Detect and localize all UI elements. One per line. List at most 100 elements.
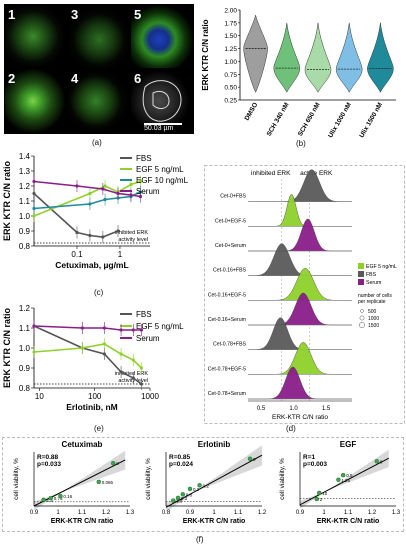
panel-label-e: (e): [94, 424, 104, 433]
violin: [243, 14, 268, 93]
tile-number: 4: [71, 71, 79, 86]
chart-d: inhibited ERK active ERK Cet-0+FBS Cet-0+EG…: [204, 165, 405, 424]
y-tick-label: 0.8: [19, 384, 31, 393]
point-label: 0: [253, 457, 256, 462]
data-point: [340, 472, 346, 478]
data-point: [41, 497, 46, 502]
scale-label: 50.03 µm: [144, 125, 174, 132]
tile-number: 5: [134, 7, 142, 22]
violin: [304, 22, 332, 93]
x-tick-label: 0.5: [257, 406, 266, 412]
data-point: [129, 182, 133, 187]
data-point: [75, 184, 79, 188]
y-tick-label: 1.50: [224, 33, 237, 40]
legend-label: Serum: [136, 334, 160, 343]
data-point: [119, 352, 123, 356]
threshold-label: inhibited ERK: [115, 230, 149, 236]
size-legend-circle: [359, 322, 365, 328]
x-axis-label: ERK-KTR C/N ratio: [183, 518, 246, 525]
data-point: [139, 382, 144, 386]
micro-tile-6: 6: [131, 69, 193, 133]
x-tick-label: 0.9: [186, 510, 195, 516]
data-point: [131, 328, 135, 332]
data-point: [247, 456, 253, 461]
data-point: [32, 324, 36, 328]
data-point: [48, 495, 53, 501]
data-point: [116, 191, 120, 196]
y-tick-label: 1.0: [19, 344, 31, 353]
tile-number: 3: [71, 7, 79, 22]
data-point: [88, 191, 92, 196]
y-tick-label: 1.75: [224, 20, 237, 27]
x-axis-label: ERK-KTR C/N ratio: [272, 414, 328, 421]
x-tick-label: 1000: [141, 392, 159, 401]
panel-d-frame: [204, 165, 405, 424]
data-point: [32, 206, 36, 211]
point-label: 10: [322, 491, 328, 496]
series-line: [33, 180, 141, 217]
y-tick-label: 1.4: [19, 152, 31, 161]
chart-e: 0.8 0.9 1.0 1.1 1.2 10 100 1000 Erlotinib, nM ERK…: [2, 304, 184, 412]
data-point: [180, 492, 185, 497]
y-tick-label: 1.0: [19, 212, 31, 221]
chart-f3: EGF 0.9 1 1.1 1.2 1.3 ERK-KTR C/N ratio cell vi…: [279, 440, 401, 525]
data-point: [88, 202, 92, 206]
stat-r: R=0.85: [169, 454, 191, 461]
data-point: [80, 326, 85, 330]
x-tick-label: 1.1: [78, 510, 87, 516]
micro-tile-2: 2: [5, 69, 67, 133]
x-tick-label: 1.2: [368, 510, 377, 516]
data-point: [197, 483, 202, 488]
data-point: [75, 230, 79, 235]
y-tick-label: 1.2: [19, 304, 31, 313]
data-point: [374, 459, 380, 464]
data-point: [32, 214, 36, 218]
y-tick-label: 1.25: [224, 46, 237, 53]
x-tick-label: SCH 340 nM: [266, 102, 291, 138]
size-legend-circle: [360, 309, 364, 313]
legend-swatch: [358, 279, 364, 285]
stat-p: p=0.003: [303, 461, 327, 468]
confidence-band: [34, 450, 126, 511]
y-tick-label: 1.1: [19, 324, 31, 333]
data-point: [317, 490, 322, 496]
x-tick-label: 1.0: [289, 406, 298, 412]
data-point: [101, 235, 105, 239]
y-axis-label: cell viability, %: [13, 458, 20, 500]
legend-label: EGF 5 ng/mL: [136, 322, 184, 331]
density-ridge: [248, 292, 352, 326]
data-point: [336, 477, 341, 482]
stat-p: p=0.024: [169, 461, 193, 468]
data-point: [88, 233, 92, 238]
panel-label-c: (c): [94, 288, 104, 297]
x-tick-label: Ulix 1500 nM: [358, 102, 384, 140]
point-label: 0: [380, 459, 383, 464]
row-label: Cet-0.16+FBS: [213, 268, 247, 274]
point-label: 0.5: [346, 473, 353, 478]
chart-f2: Erlotinib 0.8 0.9 1 1.1 1.2 ERK-KTR C/N ratio c…: [145, 440, 267, 525]
data-point: [119, 328, 123, 332]
panel-label-d: (d): [286, 424, 296, 433]
y-tick-label: 1.1: [19, 197, 31, 206]
data-point: [102, 342, 107, 346]
threshold-label: activity level: [118, 237, 148, 243]
row-label: Cet-0+Serum: [215, 243, 246, 249]
x-tick-label: 1.1: [234, 510, 243, 516]
violin: [367, 22, 394, 93]
point-label: 0.78: [54, 496, 63, 501]
x-tick-label: 1: [322, 510, 326, 516]
x-tick-label: 100: [88, 392, 102, 401]
chart-b: 0.25 0.50 0.75 1.00 1.25 1.50 1.75 2.00 ERK KTR …: [201, 8, 396, 140]
threshold-label: inhibited ERK: [115, 371, 149, 377]
stat-r: R=1: [303, 454, 315, 461]
tile-number: 6: [134, 71, 142, 86]
point-label: 0.2: [193, 487, 200, 492]
x-axis-label: Cetuximab, µg/mL: [55, 260, 128, 270]
size-legend-label: 1500: [368, 323, 379, 329]
y-tick-label: 1.3: [19, 167, 31, 176]
chart-title: Cetuximab: [62, 440, 103, 449]
y-axis-label: ERK KTR C/N ratio: [201, 19, 210, 90]
x-tick-label: 1.1: [344, 510, 353, 516]
point-label: 1.8: [176, 499, 183, 504]
